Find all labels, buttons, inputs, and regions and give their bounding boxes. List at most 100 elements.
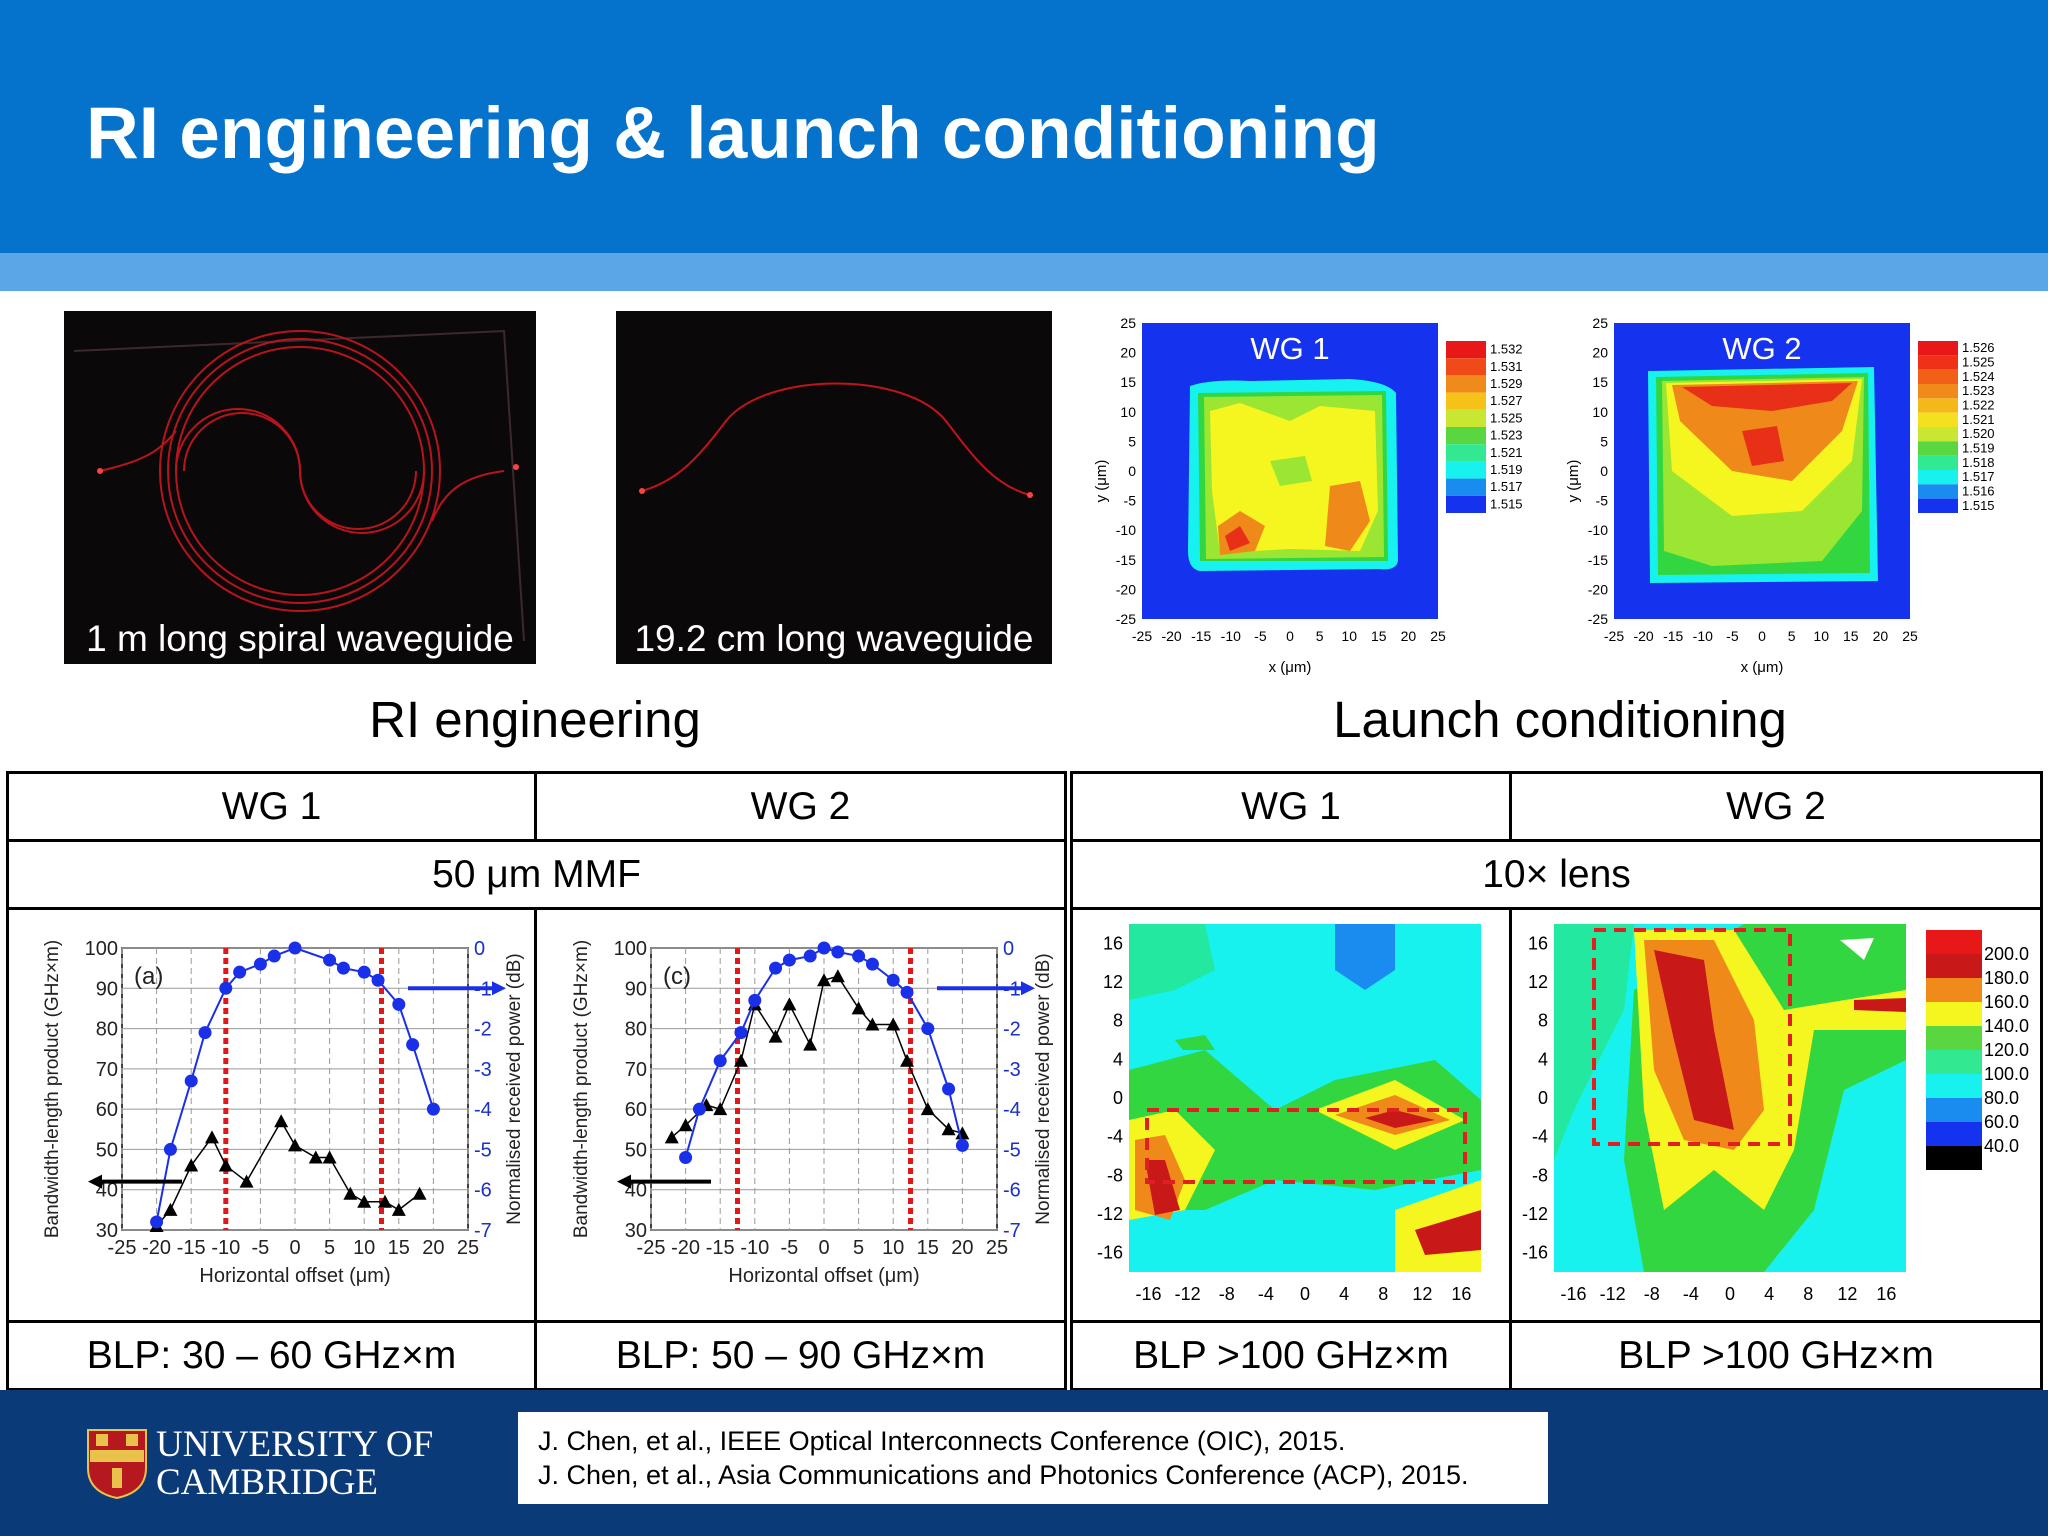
power-point (678, 1150, 692, 1164)
blp-point (664, 1130, 679, 1144)
y2-tick-label: -3 (474, 1059, 492, 1081)
blp-point (678, 1118, 693, 1132)
x-tick-label: -25 (107, 1237, 136, 1259)
y-tick-label: 4 (1538, 1049, 1548, 1069)
lc-wg1-xticks: -16 -12 -8 -4 0 4 8 12 16 (1136, 1284, 1472, 1304)
y2-tick-label: -4 (474, 1099, 492, 1121)
power-point (232, 965, 246, 979)
x-tick-label: -20 (1161, 628, 1181, 644)
y-tick-label: 30 (95, 1220, 117, 1242)
x-tick-label: 12 (1412, 1284, 1432, 1304)
x-tick-label: 12 (1837, 1284, 1857, 1304)
power-point (405, 1038, 419, 1052)
y2-tick-label: -7 (474, 1220, 492, 1242)
blp-point (920, 1102, 935, 1116)
y-axis-label: Bandwidth-length product (GHz×m) (571, 940, 592, 1238)
ri-table-blp-wg2: BLP: 50 – 90 GHz×m (534, 1320, 1067, 1391)
x-tick-label: 15 (387, 1237, 409, 1259)
lc-wg1-region-spot (1175, 1035, 1215, 1050)
blp-point (941, 1122, 956, 1136)
legend-swatch (1918, 369, 1958, 384)
legend-label: 1.521 (1962, 412, 1995, 427)
legend-label: 100.0 (1984, 1064, 2029, 1084)
y-tick-label: 20 (1592, 345, 1608, 361)
x-tick-label: 25 (1430, 628, 1446, 644)
legend-swatch (1918, 455, 1958, 470)
legend-label: 1.529 (1490, 376, 1523, 391)
lc-heatmap-wg2-cell: 16 12 8 4 0 -4 -8 -12 -16 -16 -12 -8 -4 0 4 8 12 16 200.… (1509, 907, 2043, 1323)
lc-wg2-region-red-right (1854, 998, 1906, 1012)
ri-wg1-region-center (1270, 456, 1312, 486)
power-point (357, 965, 371, 979)
x-tick-label: -25 (1604, 628, 1624, 644)
lc-table-blp-wg2: BLP >100 GHz×m (1509, 1320, 2043, 1391)
x-tick-label: -4 (1258, 1284, 1274, 1304)
legend-label: 1.527 (1490, 393, 1523, 408)
x-tick-label: -10 (1693, 628, 1713, 644)
blp-point (412, 1186, 427, 1200)
blp-point (781, 997, 796, 1011)
y-tick-label: 5 (1600, 433, 1608, 449)
y2-tick-label: -2 (1003, 1019, 1021, 1041)
x-tick-label: 5 (1788, 628, 1796, 644)
y-tick-label: 70 (624, 1059, 646, 1081)
y2-axis-label: Normalised received power (dB) (1033, 953, 1054, 1224)
power-point (941, 1082, 955, 1096)
legend-label: 1.519 (1962, 441, 1995, 456)
y-tick-label: -12 (1522, 1204, 1548, 1224)
y2-tick-label: 0 (1003, 938, 1014, 960)
legend-label: 1.524 (1962, 369, 1995, 384)
ri-engineering-table: WG 1 WG 2 50 μm MMF -25 -20 -15 -10 -5 0 5 10 15… (6, 771, 1067, 1391)
legend-swatch (1446, 392, 1486, 410)
x-tick-label: 15 (1371, 628, 1387, 644)
blp-point (342, 1186, 357, 1200)
spiral-waveguide-photo: 1 m long spiral waveguide (64, 311, 536, 664)
lc-table-col2-header: WG 2 (1509, 771, 2043, 842)
ri-wg1-region-orange-right (1325, 481, 1370, 551)
legend-label: 1.517 (1962, 469, 1995, 484)
power-point (733, 1026, 747, 1040)
x-tick-label: 4 (1764, 1284, 1774, 1304)
legend-label: 1.525 (1490, 410, 1523, 425)
lc-heatmap-wg2: 16 12 8 4 0 -4 -8 -12 -16 -16 -12 -8 -4 0 4 8 12 16 200.… (1522, 924, 2029, 1304)
y-tick-label: 25 (1120, 315, 1136, 331)
y2-tick-label: 0 (474, 938, 485, 960)
y-tick-label: -15 (1588, 552, 1608, 568)
lc-wg2-region-red (1654, 950, 1734, 1130)
left-axis-arrowhead (87, 1174, 102, 1189)
legend-swatch (1446, 427, 1486, 445)
y-tick-label: 15 (1120, 374, 1136, 390)
x-tick-label: 20 (951, 1237, 973, 1259)
ri-wg2-xticks: -25 -20 -15 -10 -5 0 5 10 15 20 25 (1604, 628, 1918, 644)
blp-chart-a-cell: -25 -20 -15 -10 -5 0 5 10 15 20 25 100 90 80 70 60 50 40 3… (6, 907, 537, 1323)
y-tick-label: 8 (1538, 1011, 1548, 1031)
ri-wg2-ylabel: y (μm) (1565, 460, 1582, 503)
power-point (768, 961, 782, 975)
spiral-waveguide-image (73, 329, 525, 642)
legend-label: 1.518 (1962, 455, 1995, 470)
y-tick-label: -4 (1532, 1127, 1548, 1147)
x-tick-label: 15 (1843, 628, 1859, 644)
x-tick-label: 5 (324, 1237, 335, 1259)
y-tick-label: 60 (624, 1099, 646, 1121)
legend-swatch (1446, 409, 1486, 427)
y-tick-label: 10 (1592, 404, 1608, 420)
lc-wg1-region-red-left (1145, 1160, 1180, 1215)
right-axis-arrowhead (1020, 981, 1035, 996)
right-axis-arrowhead (491, 981, 506, 996)
lc-wg1-yticks: 16 12 8 4 0 -4 -8 -12 -16 (1097, 933, 1123, 1262)
power-point (391, 997, 405, 1011)
x-tick-label: -5 (251, 1237, 269, 1259)
x-tick-label: -12 (1600, 1284, 1626, 1304)
y-tick-label: -5 (1124, 493, 1137, 509)
ri-wg2-yticks: 25 20 15 10 5 0 -5 -10 -15 -20 -25 (1588, 315, 1608, 627)
ri-wg1-xlabel: x (μm) (1269, 659, 1312, 676)
legend-swatch (1926, 930, 1982, 954)
legend-swatch (1446, 341, 1486, 359)
ri-table-col1-header: WG 1 (6, 771, 537, 842)
x-tick-label: 0 (289, 1237, 300, 1259)
x-tick-label: -16 (1136, 1284, 1162, 1304)
power-point (900, 985, 914, 999)
lc-wg1-region-red-right (1365, 1110, 1435, 1128)
